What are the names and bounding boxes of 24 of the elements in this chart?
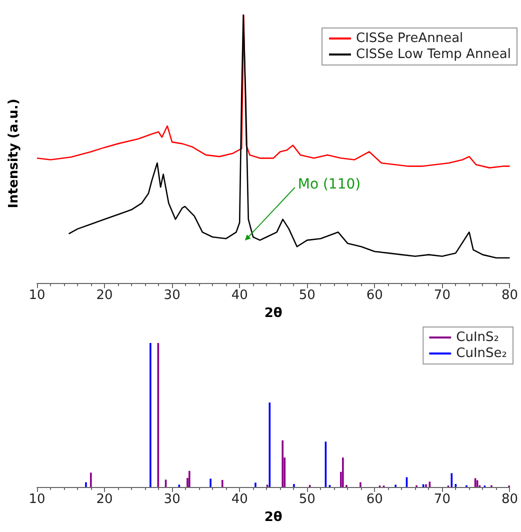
x-axis-title: 2θ — [264, 510, 282, 525]
x-tick-label: 20 — [96, 492, 113, 507]
x-tick-label: 80 — [501, 492, 518, 507]
x-tick-label: 40 — [231, 288, 248, 304]
x-tick-label: 70 — [434, 492, 450, 507]
x-tick-label: 80 — [501, 288, 518, 304]
x-tick-label: 10 — [28, 288, 46, 304]
x-axis-title: 2θ — [264, 306, 282, 321]
x-tick-label: 60 — [366, 492, 383, 507]
x-tick-label: 20 — [96, 288, 113, 304]
legend-label: CuInSe₂ — [456, 346, 508, 361]
x-tick-label: 40 — [231, 492, 248, 507]
annotation: Mo (110) — [298, 176, 361, 192]
x-tick-label: 30 — [164, 492, 180, 507]
x-tick-label: 10 — [28, 492, 46, 507]
x-tick-label: 50 — [298, 492, 316, 507]
x-tick-label: 50 — [298, 288, 316, 304]
x-tick-label: 30 — [164, 288, 180, 304]
legend-label: CuInS₂ — [456, 330, 500, 345]
x-tick-label: 60 — [366, 288, 383, 304]
legend-label: CISSe Low Temp Anneal — [356, 47, 512, 62]
legend-label: CISSe PreAnneal — [356, 31, 464, 46]
y-axis-title: Intensity (a.u.) — [6, 98, 22, 208]
x-tick-label: 70 — [434, 288, 450, 304]
